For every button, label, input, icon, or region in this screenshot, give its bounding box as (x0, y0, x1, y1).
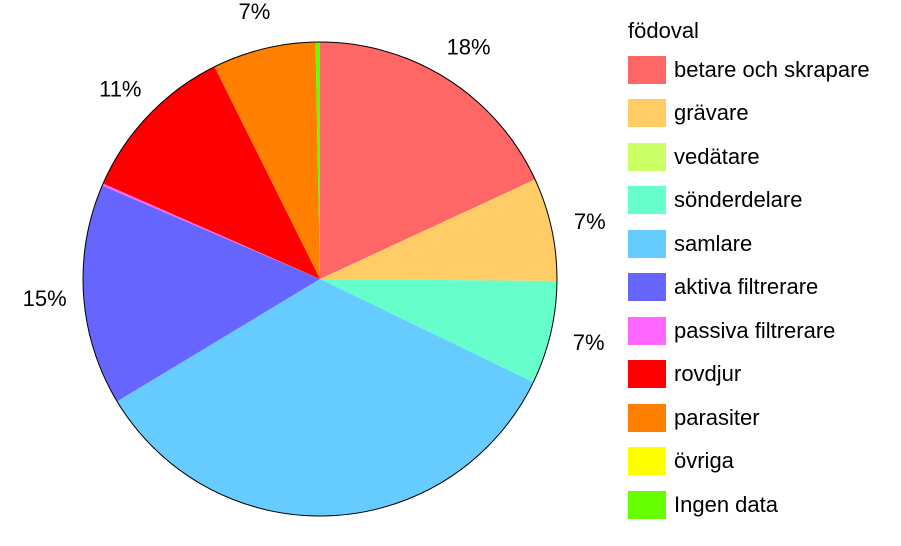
legend-label: grävare (674, 100, 749, 126)
pie-slice-3 (320, 279, 557, 383)
legend-item: betare och skrapare (628, 48, 870, 92)
pie-slice-label-7: 11% (99, 76, 141, 101)
pie-slice-label-4: 34% (311, 543, 355, 546)
legend-swatch (628, 273, 666, 302)
pie-slice-10 (315, 41, 320, 279)
legend-swatch (628, 360, 666, 389)
legend-label: parasiter (674, 404, 760, 430)
legend-swatch (628, 99, 666, 128)
pie-slice-label-5: 15% (23, 286, 67, 311)
legend-item: passiva filtrerare (628, 309, 870, 353)
pie-slice-8 (214, 42, 320, 279)
legend-item: parasiter (628, 396, 870, 440)
legend-label: samlare (674, 230, 753, 256)
pie-slice-5 (83, 185, 320, 402)
legend-swatch (628, 403, 666, 432)
legend-item: grävare (628, 92, 870, 136)
legend-label: sönderdelare (674, 187, 803, 213)
pie-slice-7 (103, 66, 320, 279)
legend-items: betare och skrapare grävare vedätare sönder… (628, 48, 870, 527)
legend-item: samlare (628, 222, 870, 266)
legend-swatch (628, 316, 666, 345)
legend-label: rovdjur (674, 361, 742, 387)
legend-label: passiva filtrerare (674, 317, 836, 343)
legend-swatch (628, 447, 666, 476)
legend-title: födoval (628, 18, 699, 43)
legend-swatch (628, 229, 666, 258)
legend-item: rovdjur (628, 353, 870, 397)
pie-slice-6 (102, 183, 320, 279)
legend-label: betare och skrapare (674, 56, 870, 82)
pie-slice-0 (320, 42, 536, 279)
pie-slice-4 (117, 279, 534, 517)
pie-slices (82, 41, 558, 517)
pie-outline (82, 41, 558, 517)
pie-slice-label-0: 18% (447, 34, 491, 59)
legend-item: övriga (628, 440, 870, 484)
legend-label: Ingen data (674, 491, 778, 517)
legend-swatch (628, 142, 666, 171)
legend-label: aktiva filtrerare (674, 274, 819, 300)
pie-slice-label-3: 7% (573, 330, 605, 355)
pie-labels: 18% 7% 7% 34% 15% 11% 7% (23, 0, 606, 546)
legend-item: sönderdelare (628, 179, 870, 223)
pie-slice-1 (320, 179, 557, 282)
legend-label: övriga (674, 448, 734, 474)
legend-item: aktiva filtrerare (628, 266, 870, 310)
pie-slice-label-8: 7% (239, 0, 271, 24)
legend-item: Ingen data (628, 483, 870, 527)
legend-swatch (628, 55, 666, 84)
legend-item: vedätare (628, 135, 870, 179)
legend-swatch (628, 490, 666, 519)
legend-label: vedätare (674, 143, 760, 169)
legend: födoval betare och skrapare grävare vedäta… (628, 14, 870, 527)
pie-slice-label-1: 7% (574, 209, 606, 234)
legend-swatch (628, 186, 666, 215)
